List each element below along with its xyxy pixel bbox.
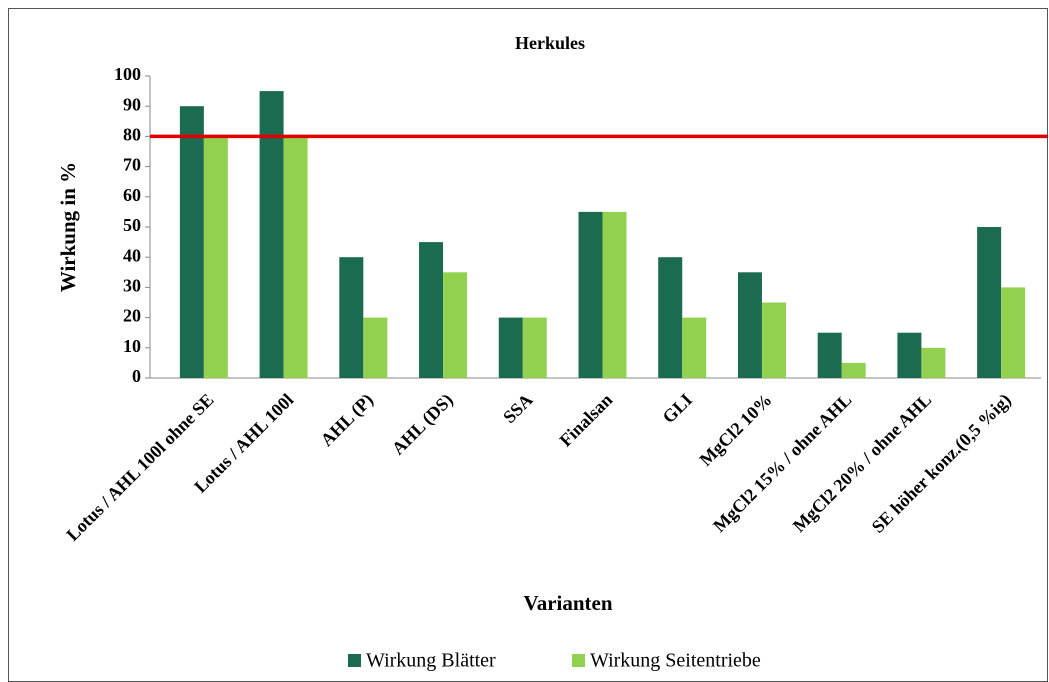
legend-label: Wirkung Seitentriebe [590,650,761,672]
x-axis-label: Varianten [523,591,612,615]
bar [443,272,468,378]
y-tick-label: 50 [123,215,141,235]
bar [737,272,762,378]
bar [363,317,388,378]
y-tick-label: 20 [123,306,141,326]
y-tick-label: 70 [123,155,141,175]
y-tick-label: 30 [123,276,141,296]
bar [817,332,842,378]
bar [419,242,444,378]
bar [761,302,786,378]
y-tick-label: 60 [123,185,141,205]
bar [578,211,603,378]
y-tick-label: 90 [123,94,141,114]
bar [1001,287,1026,378]
bar [977,227,1002,378]
bar [897,332,922,378]
bar [179,106,204,378]
bar [259,91,284,378]
bar [841,362,866,378]
y-tick-label: 40 [123,245,141,265]
bar [682,317,707,378]
y-tick-label: 10 [123,336,141,356]
legend-label: Wirkung Blätter [366,650,496,672]
bar [522,317,547,378]
legend-swatch [348,654,361,667]
legend-swatch [572,654,585,667]
bar [203,136,228,378]
bar [602,211,627,378]
chart-title: Herkules [515,33,585,53]
y-tick-label: 80 [123,125,141,145]
y-tick-label: 0 [132,366,141,386]
bar [283,136,308,378]
bar [921,347,946,378]
bar [658,257,683,378]
bar [498,317,523,378]
bar [339,257,364,378]
y-axis-label: Wirkung in % [56,162,80,292]
y-tick-label: 100 [114,64,141,84]
